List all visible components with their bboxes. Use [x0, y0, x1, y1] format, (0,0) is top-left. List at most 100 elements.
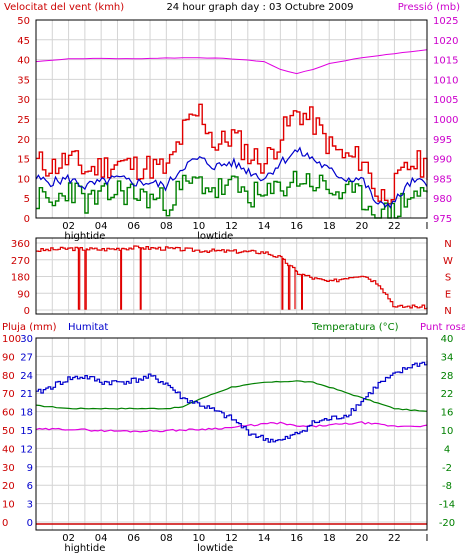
- hour-tick-label: 14: [258, 533, 271, 544]
- dew-point-line: [35, 421, 428, 433]
- panel1-left-ticks: 0 5 10 15 20 25 30 35 40 45 50: [17, 16, 30, 225]
- wind-axis-label: Velocitat del vent (kmh): [4, 2, 124, 13]
- wind-tick-label: 20: [17, 135, 30, 146]
- hour-tick-label: 20: [355, 533, 368, 544]
- hour-tick-label: I: [426, 221, 429, 232]
- tide-label-high: hightide: [64, 543, 105, 554]
- humidity-tick-label: 6: [27, 481, 33, 492]
- pressure-tick-label: 985: [433, 174, 452, 185]
- average-wind-line: [36, 170, 428, 219]
- direction-tick-label: 270: [11, 256, 30, 267]
- compass-tick-label: W: [443, 256, 453, 267]
- pressure-tick-label: 980: [433, 194, 452, 205]
- wind-tick-label: 45: [17, 36, 30, 47]
- hour-tick-label: 20: [355, 221, 368, 232]
- rain-tick-label: 70: [2, 389, 15, 400]
- pressure-tick-label: 1005: [433, 95, 458, 106]
- pressure-axis-label: Pressió (mb): [398, 1, 460, 13]
- gust-line: [36, 103, 428, 205]
- direction-tick-label: 90: [17, 289, 30, 300]
- hour-tick-label: 02: [62, 221, 75, 232]
- panel3-grid: [35, 337, 428, 530]
- panel1-series: [35, 49, 428, 219]
- hour-tick-label: 04: [95, 221, 108, 232]
- hour-tick-label: 10: [193, 533, 206, 544]
- compass-tick-label: N: [444, 306, 451, 317]
- hour-tick-label: 16: [290, 221, 303, 232]
- pressure-line: [35, 49, 428, 75]
- wind-tick-label: 0: [24, 214, 30, 225]
- wind-tick-label: 40: [17, 56, 30, 67]
- wind-tick-label: 5: [24, 194, 30, 205]
- panel2-frame: [35, 237, 428, 315]
- wind-pressure-panel: 24 hour graph day : 03 Octubre 2009 Velo…: [4, 1, 460, 242]
- direction-tick-label: 360: [11, 239, 30, 250]
- compass-tick-label: E: [445, 289, 451, 300]
- panel2-series: [36, 245, 428, 310]
- direction-tick-label: 180: [11, 273, 30, 284]
- tide-label-low: lowtide: [197, 543, 233, 554]
- temperature-tick-label: -14: [439, 500, 455, 511]
- hour-tick-label: 10: [193, 221, 206, 232]
- panel3-series: [35, 360, 428, 525]
- tide-label-low: lowtide: [197, 231, 233, 242]
- rain-tick-label: 10: [2, 500, 15, 511]
- rain-tick-label: 100: [2, 334, 21, 345]
- rain-tick-label: 40: [2, 444, 15, 455]
- pressure-tick-label: 975: [433, 214, 452, 225]
- humidity-tick-label: 18: [20, 408, 33, 419]
- hour-tick-label: 12: [225, 221, 238, 232]
- humidity-temperature-panel: Pluja (mm) Humitat Temperatura (°C) Punt…: [2, 322, 465, 554]
- humidity-line: [36, 360, 428, 443]
- hour-tick-label: 12: [225, 533, 238, 544]
- hour-tick-label: 02: [62, 533, 75, 544]
- compass-tick-label: N: [444, 239, 451, 250]
- temperature-tick-label: 4: [444, 444, 450, 455]
- hour-tick-label: 22: [388, 221, 401, 232]
- temperature-tick-label: 22: [441, 389, 454, 400]
- pressure-tick-label: 1020: [433, 36, 458, 47]
- hour-tick-label: I: [426, 533, 429, 544]
- direction-tick-label: 0: [24, 306, 30, 317]
- chart-title: 24 hour graph day : 03 Octubre 2009: [166, 2, 353, 13]
- humidity-tick-label: 3: [27, 500, 33, 511]
- wind-tick-label: 35: [17, 75, 30, 86]
- pressure-tick-label: 1025: [433, 16, 458, 27]
- hour-tick-label: 18: [323, 533, 336, 544]
- pressure-tick-label: 1010: [433, 75, 458, 86]
- hour-tick-label: 06: [127, 533, 140, 544]
- wind-tick-label: 10: [17, 174, 30, 185]
- humidity-tick-label: 12: [20, 444, 33, 455]
- rain-tick-label: 80: [2, 371, 15, 382]
- wind-tick-label: 30: [17, 95, 30, 106]
- humidity-tick-label: 27: [20, 352, 33, 363]
- temperature-line: [35, 380, 428, 412]
- tide-label-high: hightide: [64, 231, 105, 242]
- temperature-tick-label: 28: [441, 371, 454, 382]
- wind-tick-label: 50: [17, 16, 30, 27]
- panel2-left-ticks: 360 270 180 90 0: [11, 239, 30, 317]
- wind-direction-line: [36, 245, 428, 310]
- temperature-axis-label: Temperatura (°C): [311, 322, 399, 333]
- hour-tick-label: 14: [258, 221, 271, 232]
- panel1-frame: [35, 19, 428, 219]
- dew-point-axis-label: Punt rosada: [420, 322, 465, 333]
- humidity-tick-label: 15: [20, 426, 33, 437]
- humidity-tick-label: 21: [20, 389, 33, 400]
- temperature-tick-label: 16: [441, 408, 454, 419]
- temperature-tick-label: -20: [439, 518, 455, 529]
- hour-tick-label: 08: [160, 221, 173, 232]
- pressure-tick-label: 1000: [433, 115, 458, 126]
- temperature-tick-label: -2: [442, 463, 452, 474]
- hour-tick-label: 22: [388, 533, 401, 544]
- humidity-axis-label: Humitat: [68, 322, 108, 333]
- temperature-tick-label: -8: [442, 481, 452, 492]
- temperature-tick-label: 10: [441, 426, 454, 437]
- rain-axis-label: Pluja (mm): [2, 322, 57, 333]
